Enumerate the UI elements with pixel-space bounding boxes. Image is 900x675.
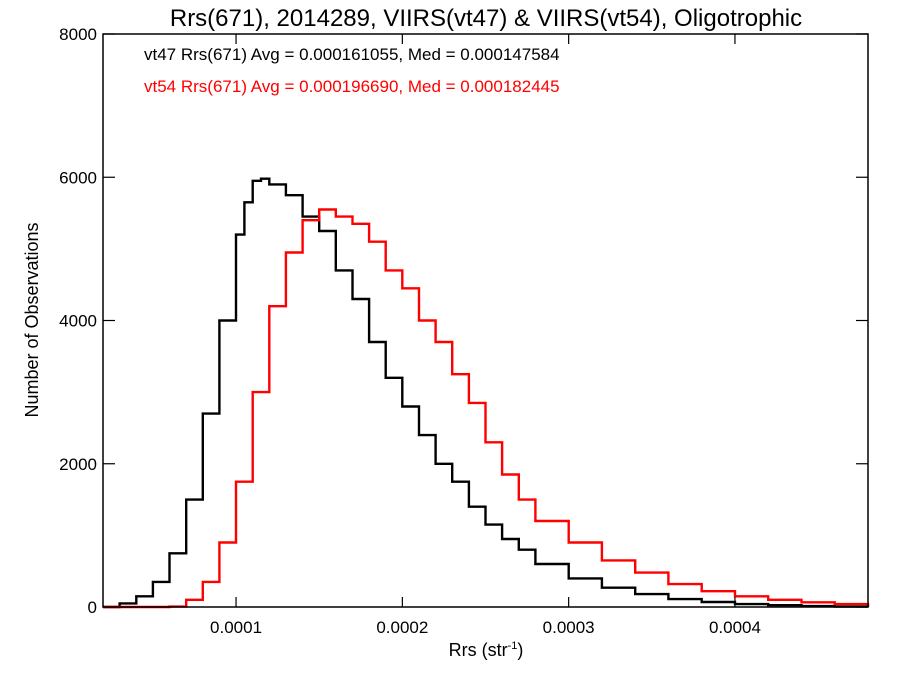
x-tick-label: 0.0002 <box>376 618 428 637</box>
annotation-vt47: vt47 Rrs(671) Avg = 0.000161055, Med = 0… <box>144 45 560 64</box>
y-axis-label: Number of Observations <box>22 222 42 417</box>
series-line-0 <box>103 177 870 609</box>
series-line-1 <box>103 208 870 609</box>
x-tick-label: 0.0003 <box>543 618 595 637</box>
ticks-layer: 0.0001 0.0002 0.0003 0.0004 0 2000 4000 6000 800… <box>59 25 868 637</box>
x-axis-label-superscript: -1 <box>508 640 518 652</box>
x-tick-label: 0.0004 <box>709 618 761 637</box>
x-axis-label-text: Rrs (str <box>449 640 508 660</box>
y-tick-label: 4000 <box>59 312 97 331</box>
y-tick-label: 0 <box>88 598 97 617</box>
annotation-vt54: vt54 Rrs(671) Avg = 0.000196690, Med = 0… <box>144 77 560 96</box>
series-layer <box>102 177 870 609</box>
x-axis-label: Rrs (str-1) <box>449 640 524 660</box>
chart-title: Rrs(671), 2014289, VIIRS(vt47) & VIIRS(v… <box>170 5 802 32</box>
y-tick-label: 6000 <box>59 168 97 187</box>
x-tick-label: 0.0001 <box>210 618 262 637</box>
y-tick-label: 2000 <box>59 455 97 474</box>
x-axis-label-close: ) <box>517 640 523 660</box>
y-tick-label: 8000 <box>59 25 97 44</box>
